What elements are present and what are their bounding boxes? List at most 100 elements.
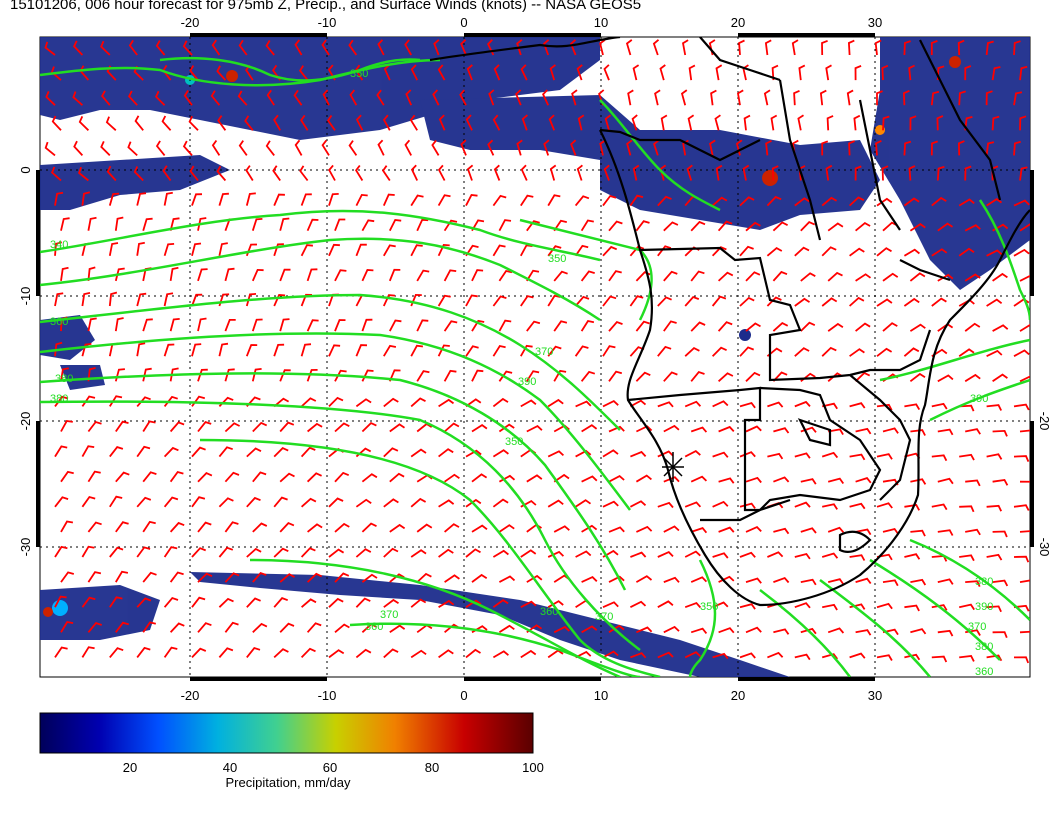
wind-barb: [191, 647, 207, 659]
wind-barb: [526, 370, 540, 382]
wind-barb: [492, 650, 509, 659]
wind-barb: [575, 650, 592, 659]
wind-barb: [1013, 140, 1021, 156]
wind-barb: [581, 524, 598, 533]
wind-barb: [492, 397, 509, 408]
wind-barb: [54, 595, 67, 608]
wind-barb: [81, 545, 95, 558]
wind-barb: [54, 395, 69, 407]
wind-barb: [355, 114, 364, 131]
contour-label: 360: [540, 606, 558, 618]
wind-barb: [931, 402, 948, 410]
contour-line: [349, 622, 641, 677]
wind-barb: [794, 297, 810, 307]
contour-label: 360: [975, 666, 993, 678]
wind-barb: [197, 368, 208, 382]
wind-barb: [849, 453, 866, 461]
wind-barb: [542, 89, 550, 106]
wind-barb: [128, 90, 138, 106]
wind-barb: [959, 603, 975, 611]
wind-barb: [389, 573, 405, 583]
wind-barb: [163, 446, 179, 458]
wind-barb: [383, 244, 396, 257]
wind-barb: [992, 429, 1008, 437]
wind-barb: [169, 266, 179, 282]
wind-barb: [602, 650, 619, 659]
wind-barb: [773, 628, 790, 635]
wind-barb: [245, 192, 256, 206]
wind-barb: [279, 421, 295, 433]
wind-barb: [903, 248, 920, 257]
wind-barb: [437, 194, 451, 207]
wind-barb: [191, 242, 202, 257]
wind-barb: [108, 192, 120, 206]
contour-label: 350: [505, 436, 523, 448]
wind-barb: [745, 371, 761, 382]
wind-barb: [133, 166, 144, 182]
wind-barb: [548, 114, 556, 131]
wind-barb: [663, 371, 678, 382]
wind-barb: [908, 165, 916, 181]
wind-barb: [300, 293, 313, 307]
wind-barb: [553, 219, 567, 232]
wind-barb: [822, 503, 838, 510]
wind-barb: [659, 164, 667, 181]
wind-barb: [410, 598, 427, 608]
wind-barb: [460, 139, 467, 156]
wind-barb: [492, 549, 509, 558]
wind-barb: [265, 40, 275, 56]
wind-barb: [252, 471, 267, 483]
wind-barb: [279, 318, 290, 332]
wind-barb: [553, 525, 570, 533]
wind-barb: [718, 526, 735, 533]
wind-barb: [300, 244, 313, 257]
wind-barb: [636, 525, 653, 533]
wind-barb: [772, 371, 788, 382]
wind-barb: [635, 220, 650, 232]
wind-barb: [197, 472, 213, 483]
wind-barb: [959, 404, 975, 412]
wind-barb: [904, 604, 920, 612]
wind-barb: [492, 344, 506, 357]
wind-barb: [992, 373, 1008, 383]
wind-barb: [876, 453, 893, 460]
wind-barb: [690, 527, 708, 534]
wind-barb: [828, 428, 844, 436]
wind-barb: [570, 139, 577, 156]
wind-barb: [763, 89, 771, 106]
country-border: [639, 246, 932, 382]
wind-barb: [109, 546, 124, 558]
wind-barb: [109, 395, 123, 407]
wind-barb: [549, 164, 557, 181]
wind-barb: [191, 446, 206, 458]
wind-barb: [54, 496, 69, 508]
wind-barb: [218, 497, 234, 508]
wind-barb: [876, 247, 892, 257]
wind-barb: [306, 369, 318, 382]
wind-barb: [855, 629, 872, 636]
wind-barb: [657, 296, 672, 307]
wind-barb: [81, 292, 91, 307]
wind-barb: [766, 247, 783, 257]
wind-barb: [327, 114, 336, 131]
wind-barb: [690, 321, 706, 332]
wind-barb: [599, 139, 606, 156]
wind-barb: [382, 193, 395, 206]
wind-barb: [709, 139, 716, 156]
wind-barb: [653, 139, 660, 156]
wind-barb: [882, 115, 890, 131]
wind-barb: [743, 114, 751, 131]
wind-barb: [909, 115, 917, 131]
wind-barb: [169, 217, 180, 231]
wind-barb: [849, 554, 866, 561]
wind-barb: [334, 572, 350, 583]
country-border: [627, 386, 762, 512]
wind-barb: [361, 422, 377, 433]
wind-barb: [959, 505, 975, 513]
wind-barb: [416, 523, 433, 533]
wind-barb: [438, 499, 455, 508]
wind-barb: [826, 115, 834, 131]
wind-barb: [355, 597, 371, 608]
contour-label: 390: [518, 376, 536, 388]
wind-barb: [684, 295, 700, 307]
